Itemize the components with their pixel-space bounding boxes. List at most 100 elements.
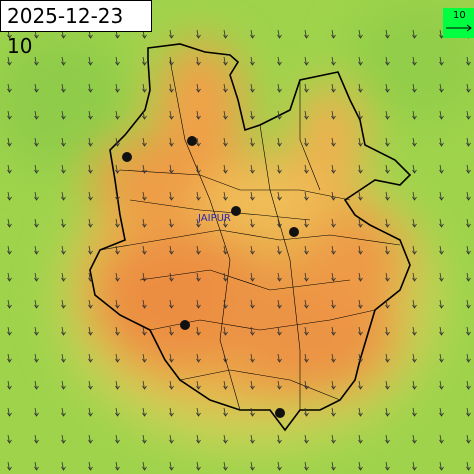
wind-arrow bbox=[250, 434, 255, 444]
wind-arrow bbox=[169, 29, 174, 39]
wind-arrow bbox=[169, 218, 174, 228]
wind-arrow bbox=[115, 164, 120, 174]
wind-arrow bbox=[304, 164, 309, 174]
wind-arrow bbox=[250, 110, 255, 120]
wind-arrow bbox=[223, 137, 228, 147]
wind-arrow bbox=[385, 83, 390, 93]
wind-arrow bbox=[115, 299, 120, 309]
wind-arrow bbox=[88, 326, 93, 336]
wind-arrow bbox=[412, 110, 417, 120]
wind-arrow bbox=[88, 407, 93, 417]
wind-arrow bbox=[223, 83, 228, 93]
wind-arrow bbox=[385, 218, 390, 228]
wind-arrow bbox=[466, 272, 471, 282]
wind-arrow bbox=[223, 191, 228, 201]
wind-arrow bbox=[466, 137, 471, 147]
wind-arrow bbox=[142, 461, 147, 471]
wind-arrow bbox=[385, 272, 390, 282]
wind-arrow bbox=[412, 299, 417, 309]
wind-arrow bbox=[304, 56, 309, 66]
wind-arrow bbox=[250, 83, 255, 93]
wind-arrow bbox=[88, 191, 93, 201]
wind-arrow bbox=[250, 164, 255, 174]
wind-arrow bbox=[196, 380, 201, 390]
wind-arrow bbox=[439, 299, 444, 309]
wind-arrow bbox=[304, 407, 309, 417]
wind-arrow bbox=[412, 164, 417, 174]
wind-arrow bbox=[142, 380, 147, 390]
wind-arrow bbox=[358, 380, 363, 390]
wind-arrow bbox=[169, 245, 174, 255]
wind-arrow bbox=[358, 137, 363, 147]
wind-arrow bbox=[331, 407, 336, 417]
wind-arrow bbox=[385, 29, 390, 39]
wind-arrow bbox=[223, 299, 228, 309]
wind-arrow bbox=[466, 353, 471, 363]
wind-arrow bbox=[7, 272, 12, 282]
wind-arrow bbox=[142, 83, 147, 93]
wind-arrow bbox=[277, 83, 282, 93]
wind-arrow bbox=[304, 272, 309, 282]
wind-arrow bbox=[169, 191, 174, 201]
wind-arrow bbox=[7, 83, 12, 93]
wind-arrow bbox=[196, 326, 201, 336]
wind-arrow bbox=[88, 56, 93, 66]
wind-arrow bbox=[412, 353, 417, 363]
wind-arrow bbox=[466, 110, 471, 120]
wind-arrow bbox=[115, 407, 120, 417]
wind-arrow bbox=[331, 191, 336, 201]
wind-arrow bbox=[88, 218, 93, 228]
wind-arrow bbox=[88, 461, 93, 471]
wind-arrow bbox=[250, 299, 255, 309]
wind-arrow bbox=[304, 434, 309, 444]
wind-legend-label: 10 bbox=[453, 10, 466, 21]
wind-arrow bbox=[223, 434, 228, 444]
wind-arrow bbox=[331, 83, 336, 93]
wind-arrow bbox=[412, 191, 417, 201]
wind-arrow bbox=[304, 29, 309, 39]
wind-arrow bbox=[250, 29, 255, 39]
wind-arrow bbox=[250, 461, 255, 471]
wind-arrow bbox=[196, 83, 201, 93]
wind-arrow bbox=[412, 380, 417, 390]
wind-arrow bbox=[7, 110, 12, 120]
wind-arrow bbox=[88, 353, 93, 363]
wind-arrow bbox=[196, 137, 201, 147]
wind-arrow bbox=[439, 407, 444, 417]
wind-arrow bbox=[277, 29, 282, 39]
wind-arrow bbox=[277, 272, 282, 282]
wind-arrow bbox=[439, 191, 444, 201]
wind-arrow bbox=[358, 56, 363, 66]
wind-arrow bbox=[115, 353, 120, 363]
wind-arrow bbox=[466, 326, 471, 336]
wind-arrow bbox=[142, 434, 147, 444]
wind-arrow bbox=[34, 83, 39, 93]
wind-arrow bbox=[142, 191, 147, 201]
wind-arrow bbox=[466, 56, 471, 66]
wind-arrow bbox=[250, 245, 255, 255]
wind-arrow bbox=[115, 272, 120, 282]
wind-arrow bbox=[61, 218, 66, 228]
wind-arrow bbox=[34, 407, 39, 417]
wind-arrow bbox=[223, 164, 228, 174]
wind-arrow bbox=[385, 353, 390, 363]
wind-arrow bbox=[61, 434, 66, 444]
wind-arrow bbox=[439, 137, 444, 147]
wind-arrow bbox=[304, 461, 309, 471]
wind-arrow bbox=[439, 353, 444, 363]
wind-arrow bbox=[331, 299, 336, 309]
wind-arrow bbox=[331, 380, 336, 390]
wind-arrow bbox=[412, 434, 417, 444]
wind-arrow bbox=[61, 137, 66, 147]
wind-arrow bbox=[115, 137, 120, 147]
wind-arrow bbox=[277, 191, 282, 201]
wind-arrow bbox=[7, 380, 12, 390]
wind-arrow bbox=[196, 191, 201, 201]
wind-arrow bbox=[169, 137, 174, 147]
wind-arrow bbox=[34, 191, 39, 201]
wind-arrow bbox=[331, 137, 336, 147]
wind-arrow bbox=[7, 164, 12, 174]
wind-arrow bbox=[439, 83, 444, 93]
wind-arrow bbox=[277, 164, 282, 174]
